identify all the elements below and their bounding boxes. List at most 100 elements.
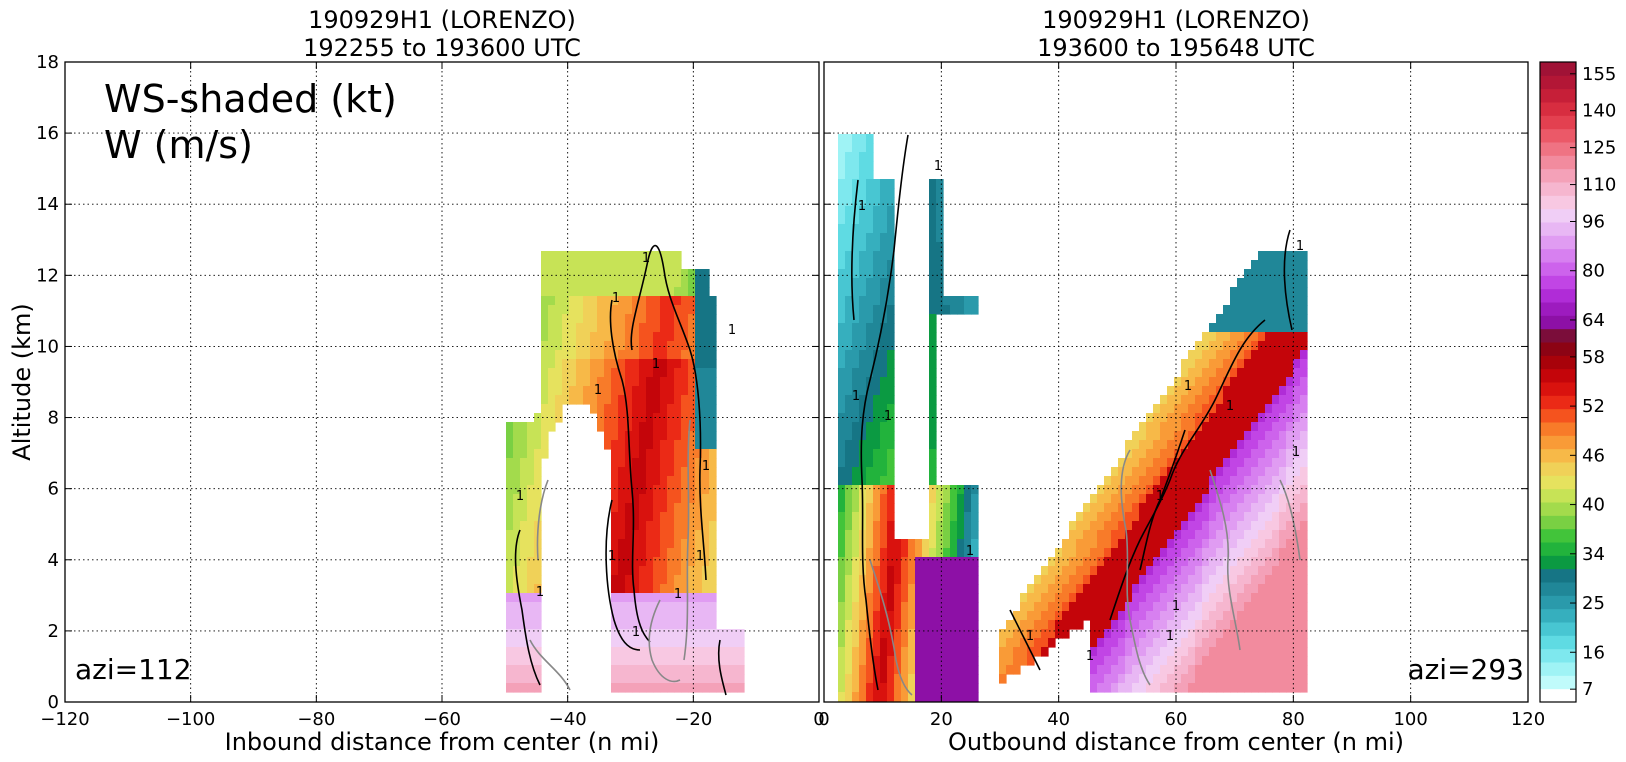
shading-cell bbox=[1279, 386, 1287, 396]
shading-cell bbox=[1237, 431, 1245, 441]
shading-cell bbox=[859, 269, 867, 279]
shading-cell bbox=[1258, 368, 1266, 378]
shading-cell bbox=[873, 206, 881, 216]
shading-cell bbox=[887, 377, 895, 387]
shading-cell bbox=[639, 467, 647, 477]
shading-cell bbox=[943, 611, 951, 621]
shading-cell bbox=[1272, 647, 1280, 657]
shading-cell bbox=[1209, 665, 1217, 675]
shading-cell bbox=[1146, 476, 1154, 486]
shading-cell bbox=[688, 458, 696, 468]
shading-cell bbox=[541, 440, 549, 450]
shading-cell bbox=[1223, 404, 1231, 414]
shading-cell bbox=[950, 503, 958, 513]
colorbar-tick-label: 110 bbox=[1582, 175, 1616, 196]
shading-cell bbox=[880, 341, 888, 351]
shading-cell bbox=[1153, 566, 1161, 576]
shading-cell bbox=[534, 503, 542, 513]
shading-cell bbox=[604, 251, 612, 261]
shading-cell bbox=[667, 674, 675, 684]
shading-cell bbox=[1272, 413, 1280, 423]
shading-cell bbox=[1244, 494, 1252, 504]
shading-cell bbox=[866, 134, 874, 144]
shading-cell bbox=[964, 575, 972, 585]
contour-value-label: 1 bbox=[674, 587, 682, 602]
shading-cell bbox=[590, 323, 598, 333]
shading-cell bbox=[845, 332, 853, 342]
shading-cell bbox=[695, 674, 703, 684]
shading-cell bbox=[590, 341, 598, 351]
shading-cell bbox=[1258, 629, 1266, 639]
shading-cell bbox=[1279, 449, 1287, 459]
shading-cell bbox=[1041, 566, 1049, 576]
shading-cell bbox=[688, 521, 696, 531]
shading-cell bbox=[950, 296, 958, 306]
shading-cell bbox=[562, 377, 570, 387]
shading-cell bbox=[1230, 602, 1238, 612]
shading-cell bbox=[681, 575, 689, 585]
shading-cell bbox=[667, 251, 675, 261]
shading-cell bbox=[950, 521, 958, 531]
shading-cell bbox=[866, 296, 874, 306]
shading-cell bbox=[873, 386, 881, 396]
shading-cell bbox=[695, 575, 703, 585]
shading-cell bbox=[1139, 440, 1147, 450]
shading-cell bbox=[929, 593, 937, 603]
right-x-tick-label: 60 bbox=[1165, 709, 1188, 730]
shading-cell bbox=[1286, 611, 1294, 621]
shading-cell bbox=[845, 503, 853, 513]
shading-cell bbox=[590, 269, 598, 279]
shading-cell bbox=[1188, 431, 1196, 441]
shading-cell bbox=[709, 593, 717, 603]
shading-cell bbox=[845, 323, 853, 333]
shading-cell bbox=[1020, 629, 1028, 639]
shading-cell bbox=[527, 521, 535, 531]
shading-cell bbox=[1146, 530, 1154, 540]
shading-cell bbox=[1174, 539, 1182, 549]
shading-cell bbox=[1223, 467, 1231, 477]
shading-cell bbox=[632, 359, 640, 369]
shading-cell bbox=[639, 440, 647, 450]
shading-cell bbox=[1111, 683, 1119, 693]
shading-cell bbox=[639, 386, 647, 396]
shading-cell bbox=[1286, 638, 1294, 648]
shading-cell bbox=[1244, 467, 1252, 477]
shading-cell bbox=[901, 539, 909, 549]
shading-cell bbox=[1090, 557, 1098, 567]
shading-cell bbox=[1216, 638, 1224, 648]
shading-cell bbox=[887, 350, 895, 360]
colorbar-tick-label: 80 bbox=[1582, 261, 1605, 282]
shading-cell bbox=[908, 638, 916, 648]
shading-cell bbox=[576, 314, 584, 324]
shading-cell bbox=[646, 485, 654, 495]
shading-cell bbox=[506, 503, 514, 513]
shading-cell bbox=[1293, 404, 1301, 414]
shading-cell bbox=[632, 278, 640, 288]
shading-cell bbox=[737, 665, 745, 675]
shading-cell bbox=[929, 215, 937, 225]
shading-cell bbox=[625, 557, 633, 567]
shading-cell bbox=[936, 539, 944, 549]
contour-value-label: 1 bbox=[934, 159, 942, 174]
shading-cell bbox=[1027, 584, 1035, 594]
shading-cell bbox=[1174, 683, 1182, 693]
shading-cell bbox=[1139, 422, 1147, 432]
shading-cell bbox=[1013, 611, 1021, 621]
shading-cell bbox=[1251, 413, 1259, 423]
shading-cell bbox=[1090, 602, 1098, 612]
shading-cell bbox=[541, 422, 549, 432]
shading-cell bbox=[632, 422, 640, 432]
shading-cell bbox=[1300, 332, 1308, 342]
shading-cell bbox=[1034, 620, 1042, 630]
shading-cell bbox=[859, 296, 867, 306]
shading-cell bbox=[681, 629, 689, 639]
shading-cell bbox=[887, 620, 895, 630]
shading-cell bbox=[880, 206, 888, 216]
shading-cell bbox=[513, 431, 521, 441]
shading-cell bbox=[1265, 251, 1273, 261]
shading-cell bbox=[1097, 485, 1105, 495]
shading-cell bbox=[1146, 467, 1154, 477]
shading-cell bbox=[859, 593, 867, 603]
shading-cell bbox=[1209, 422, 1217, 432]
shading-cell bbox=[709, 638, 717, 648]
